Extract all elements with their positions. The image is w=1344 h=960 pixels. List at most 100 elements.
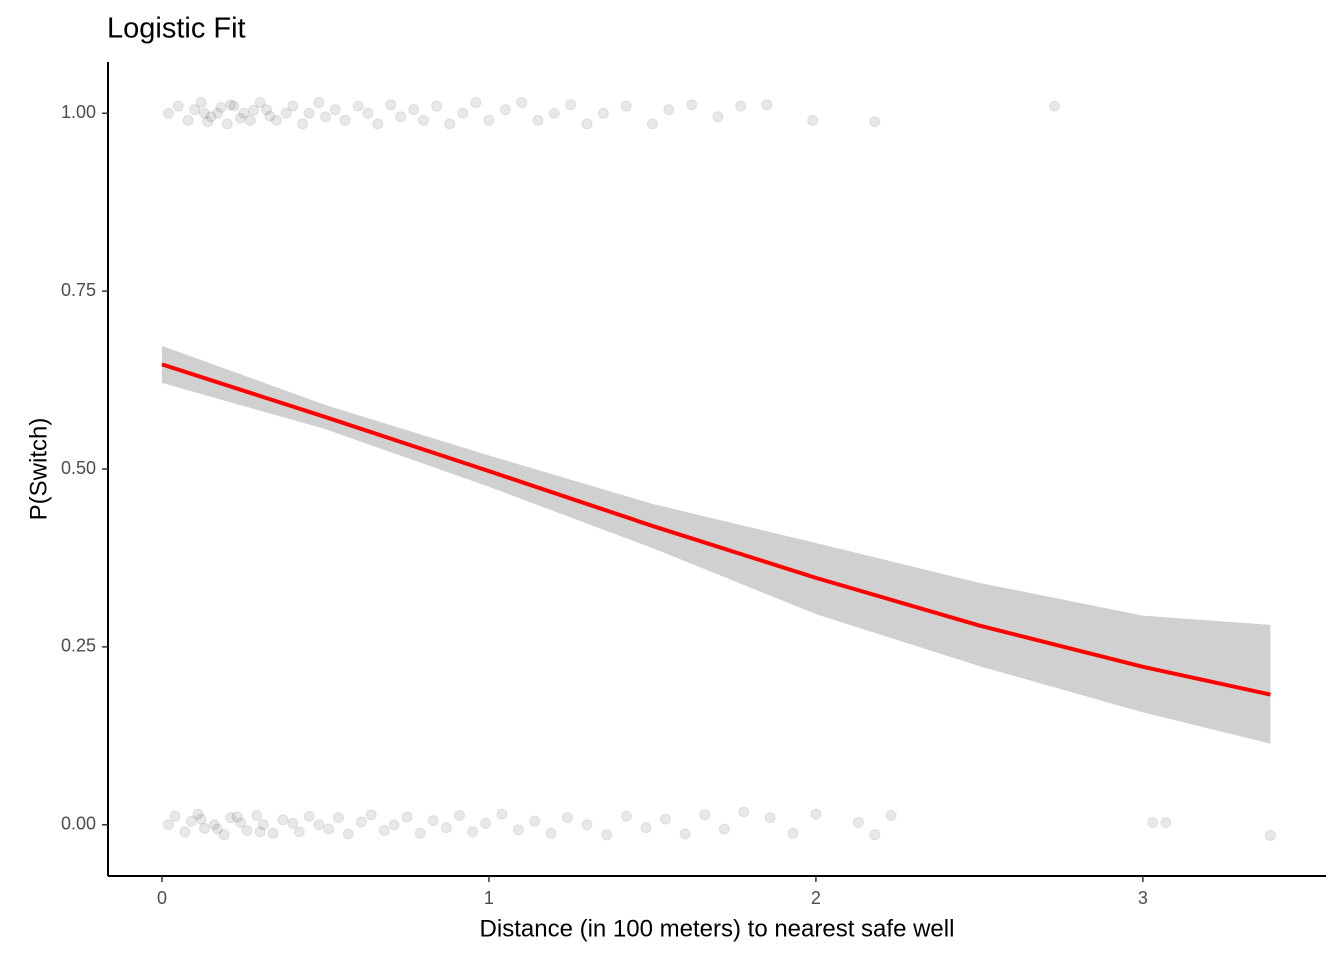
point: [885, 810, 897, 822]
point: [198, 107, 210, 119]
point: [548, 107, 560, 119]
point: [712, 111, 724, 123]
point: [440, 822, 452, 834]
y-tick-label: 0.00: [61, 814, 96, 834]
point: [620, 100, 632, 112]
point: [319, 111, 331, 123]
point: [329, 104, 341, 116]
point: [195, 97, 207, 109]
point: [251, 810, 263, 822]
x-tick-label: 2: [811, 888, 821, 908]
point: [499, 104, 511, 116]
point: [339, 114, 351, 126]
point: [810, 808, 822, 820]
point: [202, 116, 214, 128]
point: [646, 118, 658, 130]
point: [254, 97, 266, 109]
point: [241, 824, 253, 836]
point: [182, 114, 194, 126]
point: [225, 812, 237, 824]
point: [313, 97, 325, 109]
point: [355, 816, 367, 828]
point: [699, 809, 711, 821]
point: [385, 99, 397, 111]
point: [162, 107, 174, 119]
point: [264, 110, 276, 122]
point: [244, 114, 256, 126]
point: [395, 111, 407, 123]
point: [735, 100, 747, 112]
point: [427, 815, 439, 826]
point: [457, 107, 469, 119]
point: [192, 808, 204, 820]
point: [342, 828, 354, 840]
point: [1049, 100, 1061, 112]
point: [378, 824, 390, 836]
point: [218, 829, 230, 841]
point: [172, 100, 184, 112]
point: [225, 99, 237, 111]
point: [208, 819, 220, 831]
point: [444, 118, 456, 130]
point: [179, 826, 191, 838]
point: [185, 815, 197, 827]
point: [738, 806, 750, 818]
point: [212, 823, 224, 835]
y-tick-label: 0.75: [61, 280, 96, 300]
point: [620, 810, 632, 822]
point: [195, 813, 207, 825]
point: [470, 97, 482, 109]
point: [480, 817, 492, 829]
point: [323, 823, 335, 835]
point: [483, 114, 495, 126]
point: [313, 819, 325, 831]
point: [512, 824, 524, 836]
point: [532, 114, 544, 126]
point: [189, 104, 201, 116]
chart-title: Logistic Fit: [107, 13, 246, 45]
point: [212, 107, 224, 119]
point: [581, 118, 593, 130]
point: [231, 811, 243, 823]
y-tick-label: 1.00: [61, 102, 96, 122]
x-tick-label: 0: [157, 888, 167, 908]
point: [333, 812, 345, 824]
point: [414, 827, 426, 839]
point: [248, 104, 260, 116]
point: [565, 99, 577, 111]
point: [401, 811, 413, 823]
point: [545, 827, 557, 839]
point: [297, 118, 309, 130]
point: [408, 104, 420, 116]
point: [601, 829, 613, 841]
point: [234, 817, 246, 829]
point: [293, 826, 305, 838]
point: [257, 819, 269, 831]
point: [679, 828, 691, 840]
point: [597, 107, 609, 119]
point: [467, 826, 479, 838]
point: [718, 823, 730, 835]
point: [303, 107, 315, 119]
point: [869, 116, 881, 128]
point: [254, 826, 266, 838]
x-tick-label: 3: [1138, 888, 1148, 908]
point: [869, 829, 881, 841]
point: [228, 100, 240, 112]
point: [169, 810, 181, 822]
point: [287, 817, 299, 829]
point: [234, 112, 246, 124]
point: [660, 813, 672, 825]
point: [787, 827, 799, 839]
point: [418, 114, 430, 126]
point: [640, 822, 652, 834]
point: [362, 107, 374, 119]
point: [205, 111, 217, 123]
point: [238, 107, 250, 119]
point: [1264, 829, 1276, 841]
point: [162, 819, 174, 831]
x-axis-label: Distance (in 100 meters) to nearest safe…: [480, 915, 955, 942]
point: [454, 810, 466, 822]
point: [431, 100, 443, 112]
